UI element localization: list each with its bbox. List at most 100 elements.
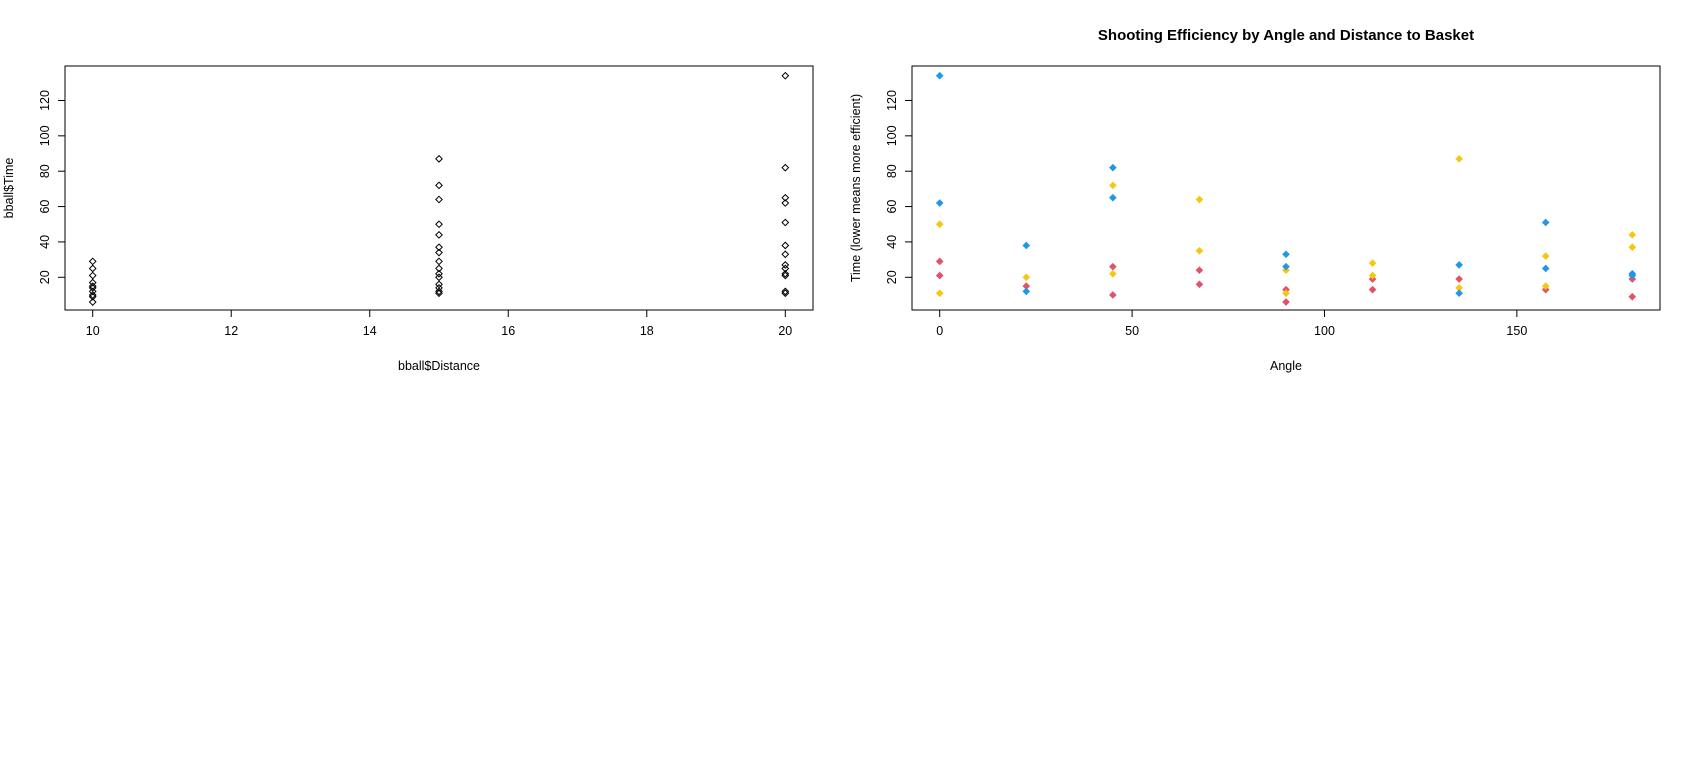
x-tick-label: 10 [86,324,100,338]
y-tick-label: 80 [38,164,52,178]
x-tick-label: 100 [1314,324,1335,338]
angle-plot-frame [911,65,1661,311]
data-point-series-3 [1282,250,1290,259]
y-tick-label: 60 [38,200,52,214]
data-point [781,218,790,227]
data-point [435,269,443,278]
distance-plot-frame [64,65,814,311]
x-tick-label: 18 [640,324,654,338]
data-point [435,243,443,252]
x-tick-label: 150 [1506,324,1527,338]
data-point-series-2 [1628,231,1637,239]
data-point-series-2 [1368,259,1377,267]
data-point [435,181,443,190]
data-point-series-1 [935,271,944,280]
y-tick-label: 20 [885,270,899,284]
data-point [781,71,790,80]
data-point-series-2 [1195,195,1204,204]
data-point-series-3 [1022,287,1031,296]
data-point-series-3 [1455,261,1463,269]
x-tick-label: 0 [936,324,943,338]
data-point [88,278,97,287]
data-point-series-2 [1022,273,1031,282]
distance-scatter-panel: 10 12 14 16 18 20 20 40 60 80 100 120 bball$Distan… [2,65,814,373]
data-point-series-2 [1541,252,1550,260]
x-tick-label: 14 [363,324,377,338]
data-point [88,282,97,291]
data-point-series-2 [935,220,944,229]
data-point-series-3 [1109,163,1117,172]
data-point [781,289,790,298]
data-point-series-3 [1455,289,1463,298]
data-point-series-2 [1368,271,1377,280]
distance-points [88,71,790,306]
y-tick-label: 80 [885,164,899,178]
angle-points [935,71,1637,306]
data-point-series-2 [1628,243,1637,252]
data-point-series-3 [935,199,944,207]
data-point-series-3 [1628,271,1637,280]
data-point-series-2 [1541,282,1550,290]
distance-x-axis: 10 12 14 16 18 20 [86,310,792,338]
data-point-series-2 [935,289,944,298]
data-point-series-2 [1455,155,1463,163]
y-tick-label: 20 [38,270,52,284]
data-point-series-1 [1455,275,1463,283]
x-tick-label: 20 [778,324,792,338]
data-point-series-1 [1368,285,1377,294]
angle-x-axis: 0 50 100 150 [936,310,1527,338]
data-point-series-1 [1628,292,1637,301]
data-point-series-1 [935,257,944,266]
angle-y-axis-label: Time (lower means more efficient) [849,94,863,282]
data-point [88,287,97,296]
data-point [781,163,790,172]
distance-y-axis: 20 40 60 80 100 120 [38,90,65,284]
y-tick-label: 120 [885,90,899,111]
data-point [781,199,790,207]
data-point [435,230,443,239]
data-point [88,292,97,301]
data-point [781,261,790,269]
data-point-series-2 [1109,269,1117,278]
data-point [781,241,790,250]
y-tick-label: 40 [38,235,52,249]
data-point-series-3 [1109,193,1117,202]
data-point-series-3 [1282,262,1290,271]
y-tick-label: 40 [885,235,899,249]
data-point-series-1 [1282,298,1290,306]
data-point [435,248,443,257]
data-point [88,298,97,306]
data-point [435,287,443,296]
angle-y-axis: 20 40 60 80 100 120 [885,90,912,284]
data-point-series-2 [1195,246,1204,255]
y-tick-label: 100 [38,125,52,146]
data-point-series-3 [1541,218,1550,227]
data-point [781,271,790,280]
x-tick-label: 16 [501,324,515,338]
distance-y-axis-label: bball$Time [2,158,16,219]
data-point-series-3 [1541,264,1550,273]
data-point-series-1 [1195,266,1204,275]
data-point [435,283,443,292]
data-point-series-3 [935,71,944,80]
data-point-series-2 [1109,181,1117,190]
y-tick-label: 60 [885,200,899,214]
angle-chart-title: Shooting Efficiency by Angle and Distanc… [1098,27,1474,44]
data-point-series-1 [1195,280,1204,289]
angle-x-axis-label: Angle [1270,359,1302,373]
angle-scatter-panel: 0 50 100 150 20 40 60 80 100 120 Shooting Effici… [849,27,1661,373]
distance-x-axis-label: bball$Distance [398,359,480,373]
y-tick-label: 100 [885,125,899,146]
data-point-series-3 [1022,241,1031,250]
data-point [781,193,790,202]
y-tick-label: 120 [38,90,52,111]
data-point [435,220,443,229]
x-tick-label: 12 [224,324,238,338]
data-point-series-2 [1282,289,1290,298]
data-point-series-1 [1109,291,1117,299]
x-tick-label: 50 [1125,324,1139,338]
data-point [435,195,443,204]
data-point [781,269,790,278]
